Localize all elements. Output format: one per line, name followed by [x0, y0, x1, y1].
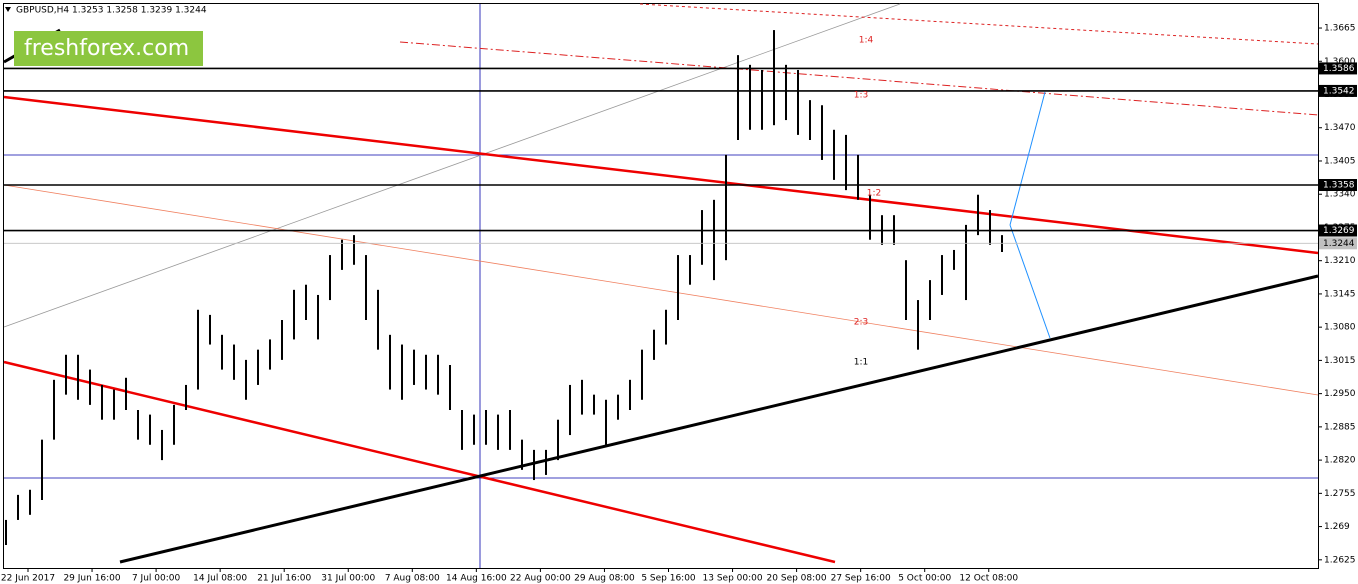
chart-title: GBPUSD,H4 1.3253 1.3258 1.3239 1.3244	[16, 6, 207, 16]
projection	[1009, 91, 1046, 226]
x-tick-label: 7 Jul 00:00	[132, 574, 181, 584]
y-tick-label: 1.2885	[1324, 422, 1356, 432]
level-label: 1.3269	[1323, 226, 1355, 236]
y-tick-label: 1.2950	[1324, 389, 1356, 399]
x-tick-label: 5 Sep 16:00	[641, 574, 696, 584]
trend-line	[3, 95, 1319, 255]
y-tick-label: 1.3210	[1324, 256, 1356, 266]
level-label-bg	[1319, 62, 1357, 75]
menu-arrow	[5, 7, 11, 12]
plot-frame	[3, 3, 1319, 569]
annotation: 1:1	[854, 358, 868, 368]
y-tick-label: 1.3470	[1324, 123, 1356, 133]
y-tick-label: 1.3015	[1324, 356, 1356, 366]
trend-line	[119, 274, 1319, 564]
y-tick-label: 1.3665	[1324, 24, 1356, 34]
y-tick-label: 1.3600	[1324, 57, 1356, 67]
y-tick-label: 1.2755	[1324, 489, 1356, 499]
level-label-bg	[1319, 179, 1357, 192]
level-label: 1.3586	[1323, 64, 1355, 74]
x-tick-label: 22 Aug 00:00	[510, 574, 571, 584]
y-tick-label: 1.2625	[1324, 555, 1356, 565]
trend-line	[399, 41, 1319, 116]
trend-line	[639, 3, 1319, 45]
annotation: 2:3	[854, 318, 868, 328]
x-tick-label: 31 Jul 00:00	[321, 574, 375, 584]
y-tick-label: 1.3405	[1324, 156, 1356, 166]
y-tick-label: 1.3080	[1324, 323, 1356, 333]
projection	[1009, 224, 1051, 339]
x-tick-label: 7 Aug 08:00	[385, 574, 440, 584]
x-tick-label: 22 Jun 2017	[1, 574, 55, 584]
level-label: 1.3358	[1323, 181, 1355, 191]
logo: freshforex.com	[24, 36, 189, 61]
x-tick-label: 20 Sep 08:00	[767, 574, 827, 584]
y-tick-label: 1.3145	[1324, 289, 1356, 299]
x-tick-label: 14 Jul 08:00	[193, 574, 247, 584]
x-tick-label: 29 Jun 16:00	[63, 574, 120, 584]
level-label-bg	[1319, 224, 1357, 237]
y-tick-label: 1.3340	[1324, 190, 1356, 200]
annotation: 1:2	[867, 189, 881, 199]
annotation: 1:4	[859, 36, 874, 46]
y-tick-label: 1.2820	[1324, 456, 1356, 466]
x-tick-label: 27 Sep 16:00	[831, 574, 891, 584]
trend-line	[3, 184, 1319, 396]
level-label: 1.3244	[1323, 239, 1355, 249]
level-label-bg	[1319, 237, 1357, 250]
drawings	[3, 3, 1319, 568]
x-tick-label: 13 Sep 00:00	[703, 574, 763, 584]
x-tick-label: 5 Oct 00:00	[898, 574, 951, 584]
x-tick-label: 29 Aug 08:00	[574, 574, 635, 584]
y-tick-label: 1.269	[1324, 522, 1350, 532]
x-tick-label: 14 Aug 16:00	[446, 574, 507, 584]
trend-line	[3, 3, 901, 328]
annotation: 1:3	[854, 91, 868, 101]
x-tick-label: 12 Oct 08:00	[959, 574, 1018, 584]
level-label-bg	[1319, 84, 1357, 97]
logo-bg	[14, 31, 203, 66]
level-label: 1.3542	[1323, 86, 1355, 96]
x-tick-label: 21 Jul 16:00	[257, 574, 311, 584]
trend-line	[3, 360, 836, 564]
